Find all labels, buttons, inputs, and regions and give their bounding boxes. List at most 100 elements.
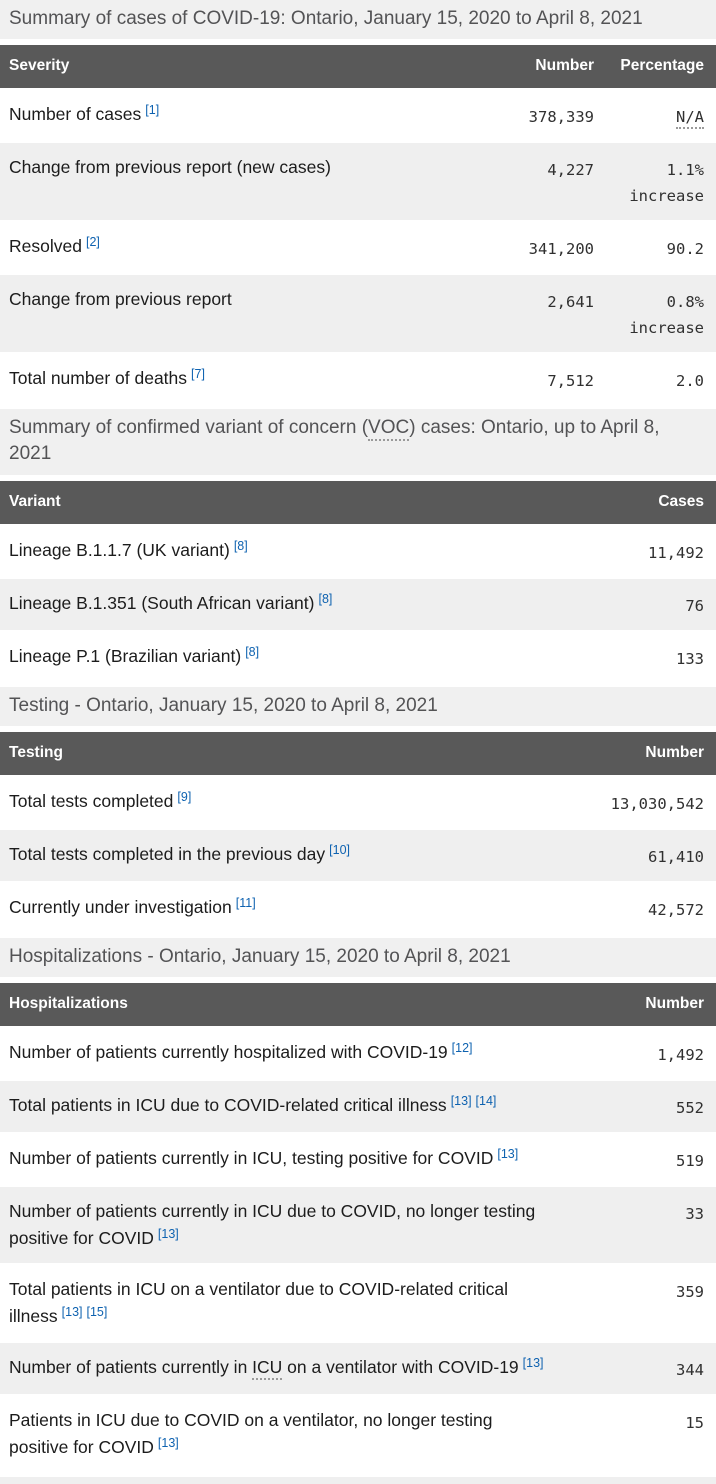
footnote-link[interactable]: [13] — [450, 1093, 472, 1108]
section-title-variants: Summary of confirmed variant of concern … — [0, 409, 716, 475]
row-label: Total patients in ICU on a ventilator du… — [0, 1265, 566, 1342]
row-label: Patients in ICU due to COVID on a ventil… — [0, 1396, 566, 1473]
icu-abbr: ICU — [252, 1357, 283, 1381]
row-number: 4,227 — [482, 143, 594, 221]
footnote-link[interactable]: [7] — [191, 367, 205, 382]
table-row: Lineage B.1.1.7 (UK variant) [8] 11,492 — [0, 525, 716, 577]
section-title-text: ) cases: Ontario, up to April 8, 2021 — [9, 417, 660, 465]
row-number: 7,512 — [482, 354, 594, 406]
table-row: Resolved [2] 341,200 90.2 — [0, 222, 716, 274]
column-header-number: Number — [566, 982, 716, 1026]
row-number: 33 — [566, 1186, 716, 1264]
table-row: Total tests completed in the previous da… — [0, 829, 716, 881]
label-text: Total number of deaths — [9, 368, 188, 389]
label-text: Number of cases — [9, 104, 142, 125]
footnote-link[interactable]: [13] — [522, 1356, 544, 1371]
column-header-cases: Cases — [566, 480, 716, 524]
footnote-link[interactable]: [9] — [177, 789, 192, 804]
footnote-link[interactable]: [8] — [233, 538, 248, 553]
label-text: Currently under investigation — [9, 896, 232, 917]
row-label: Currently under investigation [11] — [0, 882, 566, 934]
footnote-link[interactable]: [13] — [157, 1226, 179, 1241]
row-number: 552 — [566, 1080, 716, 1132]
row-label: Total number of deaths [7] — [0, 354, 482, 406]
cases-table: Severity Number Percentage Number of cas… — [0, 43, 716, 407]
voc-abbr: VOC — [368, 417, 410, 442]
row-number: 61,410 — [566, 829, 716, 881]
label-text: Patients in ICU due to COVID on a ventil… — [9, 1410, 493, 1458]
label-text: Total tests completed in the previous da… — [9, 843, 326, 864]
table-row: Lineage B.1.351 (South African variant)[… — [0, 578, 716, 630]
table-header-row: Testing Number — [0, 731, 716, 775]
row-label: Total tests completed in the previous da… — [0, 829, 566, 881]
next-row-cutoff — [0, 1476, 716, 1484]
label-text: Number of patients currently in ICU due … — [9, 1200, 536, 1248]
section-title-cases: Summary of cases of COVID-19: Ontario, J… — [0, 0, 716, 40]
table-row: Total patients in ICU due to COVID-relat… — [0, 1080, 716, 1132]
section-title-text: Testing - Ontario, January 15, 2020 to A… — [9, 694, 438, 716]
row-number: 344 — [566, 1343, 716, 1395]
table-row: Change from previous report 2,641 0.8% i… — [0, 275, 716, 353]
row-number: 11,492 — [566, 525, 716, 577]
table-row: Patients in ICU due to COVID on a ventil… — [0, 1396, 716, 1473]
row-percentage: 0.8% increase — [594, 275, 716, 353]
row-label: Change from previous report — [0, 275, 482, 353]
table-header-row: Variant Cases — [0, 480, 716, 524]
footnote-link[interactable]: [15] — [86, 1305, 108, 1320]
row-number: 341,200 — [482, 222, 594, 274]
table-row: Total tests completed [9] 13,030,542 — [0, 776, 716, 828]
section-title-text: Summary of cases of COVID-19: Ontario, J… — [9, 8, 643, 29]
table-row: Number of patients currently in ICU on a… — [0, 1343, 716, 1395]
section-cases: Summary of cases of COVID-19: Ontario, J… — [0, 0, 716, 407]
footnote-link[interactable]: [8] — [245, 644, 260, 659]
row-number: 133 — [566, 631, 716, 683]
table-header-row: Severity Number Percentage — [0, 45, 716, 89]
row-label: Lineage B.1.351 (South African variant)[… — [0, 578, 566, 630]
row-label: Lineage P.1 (Brazilian variant) [8] — [0, 631, 566, 683]
row-label: Lineage B.1.1.7 (UK variant) [8] — [0, 525, 566, 577]
row-label: Resolved [2] — [0, 222, 482, 274]
row-percentage: 90.2 — [594, 222, 716, 274]
row-number: 2,641 — [482, 275, 594, 353]
footnote-link[interactable]: [13] — [157, 1436, 179, 1451]
footnote-link[interactable]: [13] — [61, 1305, 83, 1320]
row-number: 76 — [566, 578, 716, 630]
footnote-link[interactable]: [11] — [235, 895, 256, 910]
label-text: Lineage B.1.1.7 (UK variant) — [9, 539, 230, 560]
row-number: 42,572 — [566, 882, 716, 934]
table-row: Lineage P.1 (Brazilian variant) [8] 133 — [0, 631, 716, 683]
footnote-link[interactable]: [14] — [475, 1093, 497, 1108]
row-label: Change from previous report (new cases) — [0, 143, 482, 221]
section-hospitalizations: Hospitalizations - Ontario, January 15, … — [0, 937, 716, 1475]
table-row: Number of patients currently hospitalize… — [0, 1027, 716, 1079]
footnote-link[interactable]: [1] — [145, 103, 160, 118]
na-abbr: N/A — [676, 108, 704, 130]
section-testing: Testing - Ontario, January 15, 2020 to A… — [0, 686, 716, 936]
label-text: Number of patients currently in — [9, 1357, 253, 1378]
column-header-hospitalizations: Hospitalizations — [0, 982, 566, 1026]
label-text: Change from previous report — [9, 289, 232, 310]
label-text: Resolved — [9, 236, 82, 257]
row-label: Number of patients currently in ICU on a… — [0, 1343, 566, 1395]
footnote-link[interactable]: [10] — [329, 842, 351, 857]
row-percentage: 1.1% increase — [594, 143, 716, 221]
footnote-link[interactable]: [2] — [85, 235, 100, 250]
row-label: Number of patients currently hospitalize… — [0, 1027, 566, 1079]
label-text: Total patients in ICU due to COVID-relat… — [9, 1094, 447, 1115]
row-label: Number of patients currently in ICU, tes… — [0, 1133, 566, 1185]
footnote-link[interactable]: [13] — [497, 1146, 519, 1161]
table-row: Total number of deaths [7] 7,512 2.0 — [0, 354, 716, 406]
row-percentage: 2.0 — [594, 354, 716, 406]
section-title-testing: Testing - Ontario, January 15, 2020 to A… — [0, 686, 716, 726]
label-text: Total patients in ICU on a ventilator du… — [9, 1279, 508, 1327]
table-row: Number of patients currently in ICU due … — [0, 1186, 716, 1264]
footnote-link[interactable]: [12] — [451, 1040, 473, 1055]
variants-table: Variant Cases Lineage B.1.1.7 (UK varian… — [0, 479, 716, 685]
table-row: Total patients in ICU on a ventilator du… — [0, 1265, 716, 1342]
column-header-testing: Testing — [0, 731, 566, 775]
footnote-link[interactable]: [8] — [318, 591, 333, 606]
row-label: Number of cases [1] — [0, 90, 482, 142]
section-title-text: Hospitalizations - Ontario, January 15, … — [9, 945, 511, 967]
row-label: Total tests completed [9] — [0, 776, 566, 828]
